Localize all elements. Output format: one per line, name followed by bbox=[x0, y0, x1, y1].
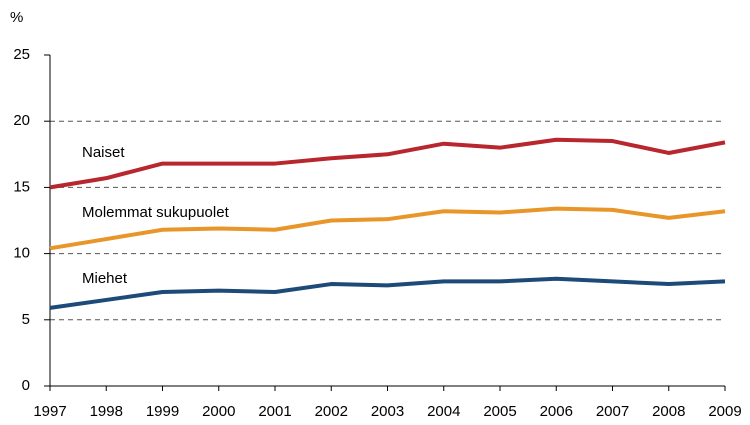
y-tick-label: 5 bbox=[22, 311, 30, 328]
x-tick-label: 2001 bbox=[258, 403, 291, 420]
series-label: Miehet bbox=[82, 270, 128, 287]
x-tick-label: 2003 bbox=[371, 403, 404, 420]
x-tick-label: 2000 bbox=[202, 403, 235, 420]
series-line bbox=[49, 137, 726, 190]
series-line bbox=[49, 276, 726, 310]
x-tick-label: 2005 bbox=[483, 403, 516, 420]
x-tick-label: 2004 bbox=[427, 403, 460, 420]
x-tick-label: 2007 bbox=[596, 403, 629, 420]
y-tick-label: 0 bbox=[22, 377, 30, 394]
x-tick-label: 2002 bbox=[315, 403, 348, 420]
series-line bbox=[49, 206, 726, 251]
x-tick-label: 2006 bbox=[540, 403, 573, 420]
x-tick-label: 2008 bbox=[652, 403, 685, 420]
y-axis-label: % bbox=[10, 9, 23, 26]
series-label: Naiset bbox=[82, 144, 125, 161]
series-label: Molemmat sukupuolet bbox=[82, 204, 230, 221]
x-tick-label: 1999 bbox=[146, 403, 179, 420]
y-tick-label: 10 bbox=[13, 245, 30, 262]
y-tick-label: 25 bbox=[13, 46, 30, 63]
x-tick-label: 1997 bbox=[33, 403, 66, 420]
y-tick-label: 15 bbox=[13, 178, 30, 195]
x-tick-label: 2009 bbox=[708, 403, 741, 420]
x-tick-label: 1998 bbox=[90, 403, 123, 420]
y-tick-label: 20 bbox=[13, 112, 30, 129]
